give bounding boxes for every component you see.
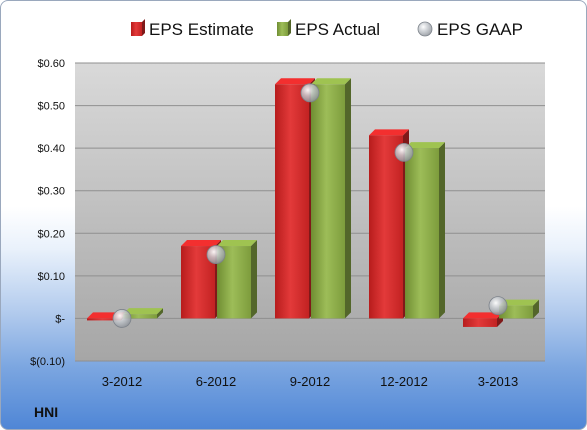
legend-label: EPS Actual <box>295 20 380 39</box>
bar-eps-estimate <box>275 78 315 319</box>
bar-eps-actual <box>311 78 351 319</box>
x-tick-label: 6-2012 <box>196 374 236 389</box>
bar-side <box>533 299 539 319</box>
y-tick-label: $(0.10) <box>30 356 65 368</box>
bar-front <box>87 318 121 321</box>
bar-side <box>251 240 257 319</box>
x-tick-label: 9-2012 <box>290 374 330 389</box>
bar-side <box>439 142 445 319</box>
bar-front <box>369 135 403 319</box>
bar-front <box>275 84 309 319</box>
marker-eps-gaap <box>300 83 320 103</box>
x-tick-label: 3-2013 <box>478 374 518 389</box>
bar-eps-actual <box>405 142 445 319</box>
marker-eps-gaap <box>488 296 508 316</box>
y-tick-label: $- <box>55 313 65 325</box>
plot-area: $(0.10) $- $0.10 $0.20 $0.30 $0.40 $0.50 $0.60 3… <box>30 58 545 389</box>
legend-swatch-eps-actual <box>277 22 288 36</box>
legend-item: EPS GAAP <box>417 20 523 39</box>
bar-front <box>499 305 533 319</box>
legend-swatch-side <box>142 19 145 36</box>
marker-eps-gaap <box>112 309 132 328</box>
bar-top <box>499 299 539 306</box>
y-tick-label: $0.10 <box>37 271 65 283</box>
bar-top <box>463 312 503 319</box>
marker-eps-gaap <box>206 245 226 264</box>
bar-top <box>311 78 351 85</box>
legend-swatch-side <box>288 19 291 36</box>
legend-label: EPS GAAP <box>437 20 523 39</box>
legend-item: EPS Estimate <box>131 19 254 39</box>
bar-top <box>369 129 409 136</box>
bar-front <box>463 318 497 327</box>
bar-top <box>275 78 315 85</box>
ticker-label: HNI <box>34 404 59 420</box>
legend-swatch-eps-estimate <box>131 22 142 36</box>
x-tick-label: 12-2012 <box>380 374 428 389</box>
bar-side <box>157 308 163 319</box>
y-tick-label: $0.60 <box>37 58 65 70</box>
bar-eps-actual <box>123 308 163 319</box>
y-tick-label: $0.20 <box>37 228 65 240</box>
bar-eps-actual <box>499 299 539 319</box>
bar-top <box>181 240 221 247</box>
y-tick-label: $0.50 <box>37 101 65 113</box>
bar-front <box>405 148 439 319</box>
y-tick-label: $0.30 <box>37 186 65 198</box>
legend-label: EPS Estimate <box>149 20 254 39</box>
legend: EPS Estimate EPS Actual EPS GAAP <box>131 19 523 39</box>
y-tick-label: $0.40 <box>37 143 65 155</box>
bar-top <box>217 240 257 247</box>
x-tick-label: 3-2012 <box>102 374 142 389</box>
legend-item: EPS Actual <box>277 19 380 39</box>
legend-swatch-eps-gaap <box>417 21 433 37</box>
bar-top <box>123 308 163 315</box>
bar-side <box>345 78 351 319</box>
bar-front <box>311 84 345 319</box>
bar-top <box>405 142 445 149</box>
marker-eps-gaap <box>394 142 414 162</box>
bar-front <box>123 314 157 319</box>
